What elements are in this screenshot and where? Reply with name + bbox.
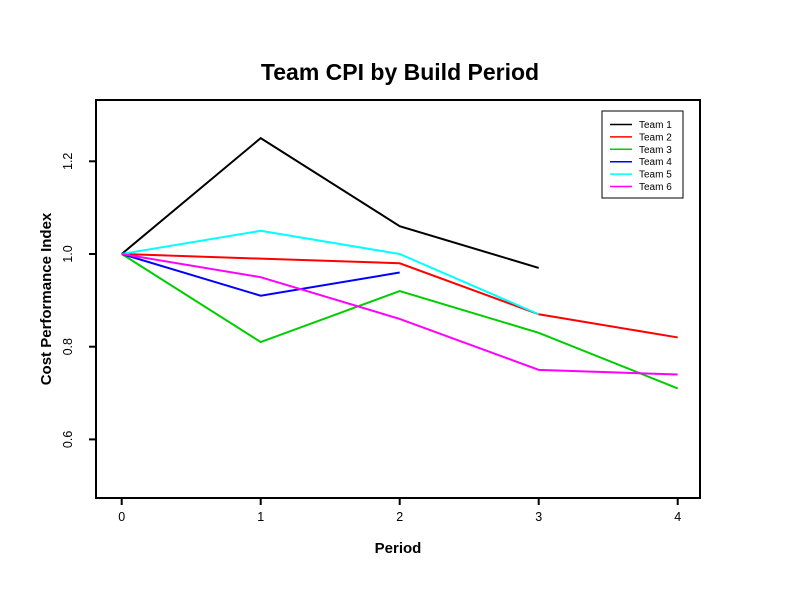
y-axis-label: Cost Performance Index: [38, 212, 55, 385]
series-line-team-3: [121, 253, 679, 390]
legend-box: [601, 110, 684, 199]
x-tick-label: 3: [535, 510, 542, 524]
x-tick-label: 4: [674, 510, 681, 524]
x-axis-label: Period: [375, 540, 422, 557]
legend-entry-label: Team 5: [639, 170, 672, 181]
series-line-team-6: [121, 253, 678, 376]
legend-entry-label: Team 2: [639, 132, 672, 143]
series-line-team-4: [121, 253, 400, 297]
y-axis: 0.6 0.8 1.0 1.2: [61, 153, 96, 448]
legend-entry-label: Team 4: [639, 157, 672, 168]
y-tick-label: 0.6: [61, 431, 75, 448]
x-tick-label: 2: [396, 510, 403, 524]
series-line-team-5: [121, 229, 540, 316]
plot-box: [95, 99, 701, 499]
x-axis: 0 1 2 3 4: [118, 498, 681, 524]
series-lines: [121, 136, 679, 390]
legend-entry-label: Team 3: [639, 145, 672, 156]
legend-entry-label: Team 6: [639, 182, 672, 193]
y-tick-label: 1.0: [61, 245, 75, 262]
x-tick-label: 1: [257, 510, 264, 524]
y-tick-label: 1.2: [61, 153, 75, 170]
chart-title: Team CPI by Build Period: [261, 59, 539, 85]
series-line-team-2: [121, 253, 678, 339]
legend-entry-label: Team 1: [639, 120, 672, 131]
series-line-team-1: [121, 136, 539, 269]
y-tick-label: 0.8: [61, 338, 75, 355]
x-tick-label: 0: [118, 510, 125, 524]
